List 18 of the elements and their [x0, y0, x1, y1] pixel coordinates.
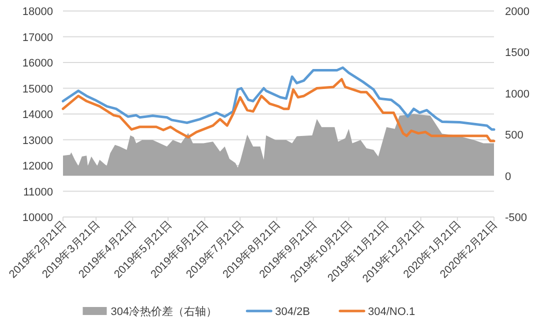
- y2-tick-label: 500: [505, 130, 524, 142]
- legend-label: 304/2B: [275, 306, 310, 318]
- y-tick-label: 11000: [23, 186, 53, 198]
- y2-tick-label: 1500: [505, 47, 530, 60]
- y2-tick-label: 1000: [505, 88, 530, 100]
- y-tick-label: 10000: [22, 212, 53, 224]
- y2-tick-label: 0: [505, 170, 512, 183]
- y-tick-label: 12000: [22, 160, 53, 172]
- y-tick-label: 17000: [22, 32, 53, 44]
- y-tick-label: 13000: [22, 134, 53, 147]
- y2-tick-label: -500: [505, 212, 528, 224]
- y-tick-label: 15000: [22, 83, 53, 96]
- y-tick-label: 16000: [22, 58, 53, 70]
- legend-label: 304/NO.1: [368, 306, 416, 318]
- y-tick-label: 18000: [22, 6, 53, 18]
- y2-tick-label: 2000: [505, 6, 530, 18]
- y-tick-label: 14000: [22, 109, 53, 121]
- legend-label: 304冷热价差（右轴）: [110, 305, 218, 318]
